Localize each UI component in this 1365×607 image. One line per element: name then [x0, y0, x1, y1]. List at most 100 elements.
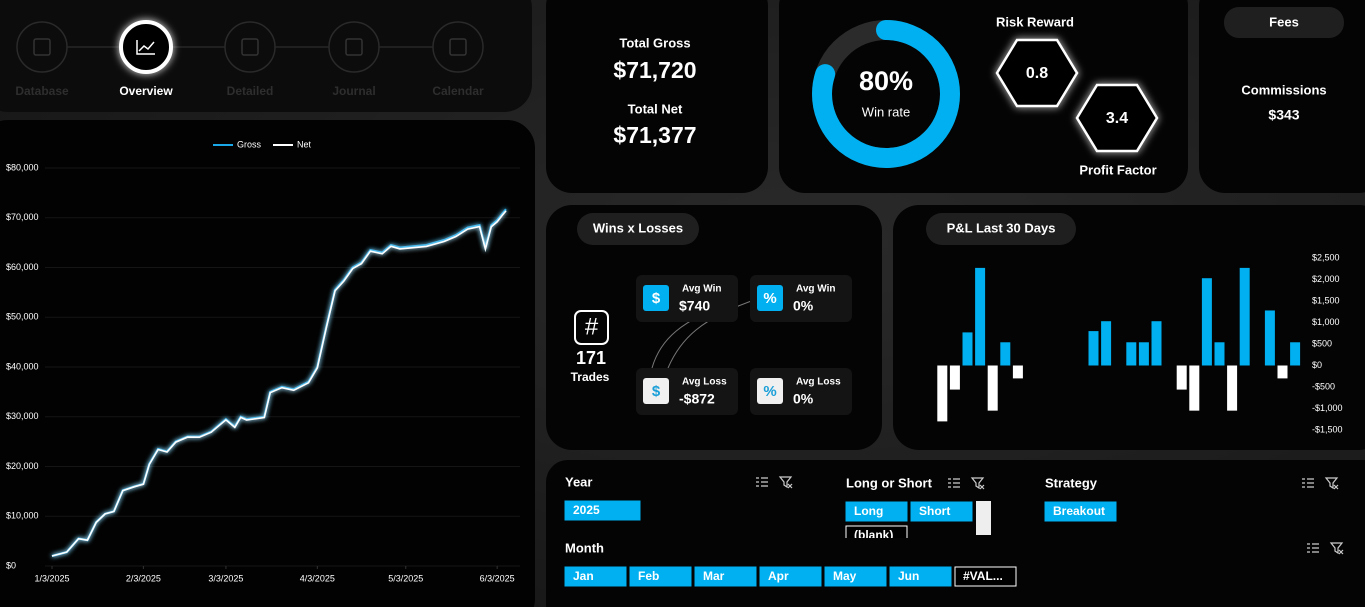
- stat-icon: [643, 285, 669, 311]
- slicer-clear[interactable]: [1329, 542, 1344, 555]
- bar: [1264, 310, 1275, 366]
- scrollbar[interactable]: [976, 501, 991, 535]
- slicer-button-text[interactable]: Feb: [638, 569, 659, 583]
- slicer-title: Strategy: [1045, 475, 1098, 490]
- fees-panel: [1199, 0, 1365, 193]
- fees-pill: [1224, 7, 1344, 38]
- trades-label: Trades: [571, 370, 610, 384]
- slicer-button[interactable]: [824, 566, 887, 587]
- slicer-button[interactable]: [629, 566, 692, 587]
- slicer-button[interactable]: [910, 501, 973, 522]
- nav-label[interactable]: Calendar: [432, 84, 484, 98]
- y-tick-label: $40,000: [6, 361, 39, 371]
- slicer-item[interactable]: Feb: [629, 566, 692, 587]
- nav-button[interactable]: [224, 21, 276, 73]
- slicer-button[interactable]: [845, 525, 908, 545]
- hash-icon: [574, 310, 609, 345]
- cards: $ Avg Win $740 % Avg Win 0% $ Avg Loss -$872 % Avg…: [636, 275, 852, 415]
- fees-title: Fees: [1269, 14, 1299, 29]
- y-tick-label: $50,000: [6, 312, 39, 322]
- slicer-button[interactable]: [845, 501, 908, 522]
- bar: [949, 365, 960, 390]
- nav-icon: [449, 38, 467, 56]
- slicer-item[interactable]: May: [824, 566, 887, 587]
- bar: [1000, 342, 1011, 366]
- slicer-button-text[interactable]: Apr: [768, 569, 789, 583]
- nav: Database Overview Detailed Journal Calendar: [15, 20, 484, 98]
- net-value: $71,377: [613, 122, 696, 148]
- wins-title: Wins x Losses: [593, 220, 683, 235]
- nav-label[interactable]: Database: [15, 84, 69, 98]
- slicer-multiselect[interactable]: [948, 478, 960, 488]
- bar: [1239, 267, 1250, 366]
- stat-icon-text: %: [763, 290, 776, 307]
- slicer-button-text[interactable]: Mar: [703, 569, 725, 583]
- slicer-item[interactable]: Apr: [759, 566, 822, 587]
- slicer-button[interactable]: [1044, 501, 1117, 522]
- slicer-button-text[interactable]: Jan: [573, 569, 594, 583]
- nav-button[interactable]: [328, 21, 380, 73]
- slicer-item[interactable]: (blank): [845, 525, 908, 545]
- nav-button[interactable]: [432, 21, 484, 73]
- slicer-multiselect[interactable]: [1307, 543, 1319, 553]
- slicer-button-text[interactable]: 2025: [573, 503, 600, 517]
- slicer-button[interactable]: [694, 566, 757, 587]
- stat-icon: [643, 378, 669, 404]
- y-tick-label: -$1,000: [1312, 403, 1343, 413]
- slicer-button-text[interactable]: May: [833, 569, 857, 583]
- nav-icon: [241, 38, 259, 56]
- stat-value: 0%: [793, 391, 814, 407]
- slicer-button-text[interactable]: (blank): [854, 528, 893, 542]
- slicer-button[interactable]: [954, 566, 1017, 587]
- stat-icon-text: $: [652, 383, 661, 400]
- slicer-button[interactable]: [759, 566, 822, 587]
- x-tick-label: 2/3/2025: [126, 573, 161, 583]
- gross-label: Total Gross: [619, 35, 690, 50]
- y-tick-label: $60,000: [6, 262, 39, 272]
- slicer-multiselect[interactable]: [756, 477, 768, 487]
- gross-value: $71,720: [613, 57, 696, 83]
- charts: $0 $10,000 $20,000 $30,000 $40,000 $50,000 $60…: [6, 20, 1343, 583]
- donut-value: 80%: [859, 66, 913, 96]
- slicer-button[interactable]: [564, 566, 627, 587]
- slicer-multiselect[interactable]: [1302, 478, 1314, 488]
- risk-label: Risk Reward: [996, 14, 1074, 29]
- slicer-button[interactable]: [889, 566, 952, 587]
- nav-label[interactable]: Journal: [332, 84, 375, 98]
- slicer-button-text[interactable]: Long: [854, 504, 883, 518]
- slicer-button-text[interactable]: Short: [919, 504, 950, 518]
- slicer-button-text[interactable]: Jun: [898, 569, 919, 583]
- slicer-clear[interactable]: [1324, 477, 1339, 490]
- comm-value: $343: [1268, 107, 1299, 123]
- slicer-button[interactable]: [564, 500, 641, 521]
- slicer-button-text[interactable]: Breakout: [1053, 504, 1105, 518]
- bar: [1214, 342, 1225, 366]
- slicer-item[interactable]: Jan: [564, 566, 627, 587]
- stat-label: Avg Loss: [682, 377, 727, 388]
- bar: [1277, 365, 1288, 379]
- bar: [1151, 321, 1162, 366]
- slicer-item[interactable]: Breakout: [1044, 501, 1117, 522]
- slicer-item[interactable]: Mar: [694, 566, 757, 587]
- slicer-item[interactable]: Long: [845, 501, 908, 522]
- bar: [962, 332, 973, 366]
- slicer-clear[interactable]: [778, 476, 793, 489]
- nav-icon: [136, 40, 155, 55]
- slicer-button-text[interactable]: #VAL...: [963, 569, 1003, 583]
- nav-icon: [33, 38, 51, 56]
- slicer-clear[interactable]: [970, 477, 985, 490]
- bar: [1227, 365, 1238, 411]
- trades-value: 171: [576, 348, 606, 368]
- x-tick-label: 3/3/2025: [208, 573, 243, 583]
- y-tick-label: $2,500: [1312, 252, 1340, 262]
- nav-button[interactable]: [16, 21, 68, 73]
- slicer-item[interactable]: #VAL...: [954, 566, 1017, 587]
- pf-hexagon: [1075, 83, 1159, 153]
- slicer-item[interactable]: Short: [910, 501, 973, 522]
- slicer-item[interactable]: 2025: [564, 500, 641, 521]
- slicer-item[interactable]: Jun: [889, 566, 952, 587]
- nav-label[interactable]: Detailed: [227, 84, 274, 98]
- nav-label[interactable]: Overview: [119, 84, 173, 98]
- stat-icon: [757, 285, 783, 311]
